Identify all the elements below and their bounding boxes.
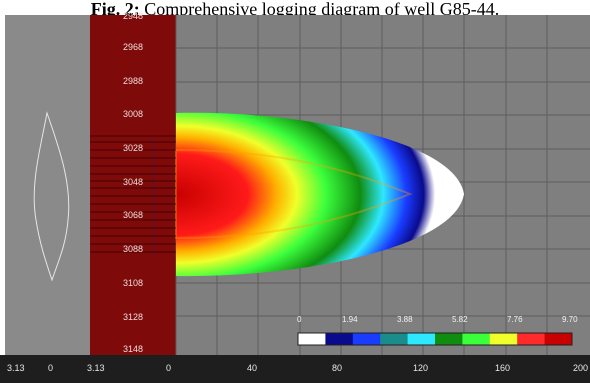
axis-label: 0 (166, 363, 172, 373)
colorbar-swatch (298, 333, 326, 345)
depth-label: 2968 (122, 42, 144, 52)
depth-label: 3068 (122, 210, 144, 220)
x-axis-bar (0, 355, 590, 383)
colorbar-label: 7.76 (507, 315, 523, 324)
x-tick-label: 160 (495, 363, 511, 373)
colorbar-label: 5.82 (452, 315, 468, 324)
depth-label: 2988 (122, 76, 144, 86)
figure-title: Comprehensive logging diagram of well G8… (139, 0, 500, 19)
log-curve (33, 111, 70, 282)
colorbar-swatch (325, 333, 354, 345)
colorbar-label: 0 (297, 315, 302, 324)
axis-label: 3.13 (87, 363, 105, 373)
depth-label: 3028 (122, 143, 144, 153)
log-curve-panel (5, 15, 90, 355)
axis-label: 0 (48, 363, 54, 373)
reservoir-band (90, 135, 176, 253)
colorbar-border (297, 332, 573, 346)
colorbar-label: 3.88 (397, 315, 413, 324)
x-tick-label: 120 (413, 363, 429, 373)
colorbar-swatch (407, 333, 436, 345)
figure-label: Fig. 2: (90, 0, 140, 19)
colorbar-swatch (517, 333, 546, 345)
x-tick-label: 200 (573, 363, 589, 373)
colorbar-label: 9.70 (562, 315, 578, 324)
depth-track (90, 15, 176, 355)
x-tick-label: 80 (332, 363, 343, 373)
figure-caption: Fig. 2: Comprehensive logging diagram of… (0, 0, 590, 19)
depth-label: 3088 (122, 244, 144, 254)
colorbar-swatch (380, 333, 409, 345)
fluid-profile-fringe (175, 148, 413, 240)
colorbar-label: 1.94 (342, 315, 358, 324)
colorbar-swatch (462, 333, 491, 345)
fluid-profile (176, 112, 464, 277)
depth-label: 3148 (122, 344, 144, 354)
depth-label: 3048 (122, 177, 144, 187)
depth-label: 3128 (122, 312, 144, 322)
depth-label: 2948 (122, 11, 144, 21)
x-tick-label: 40 (247, 363, 258, 373)
colorbar-swatch (489, 333, 518, 345)
axis-label: 3.13 (7, 363, 25, 373)
colorbar-swatch (352, 333, 381, 345)
colorbar-swatch (435, 333, 463, 345)
colorbar-swatch (544, 333, 573, 345)
depth-label: 3008 (122, 109, 144, 119)
colorbar (298, 333, 573, 345)
depth-label: 3108 (122, 278, 144, 288)
